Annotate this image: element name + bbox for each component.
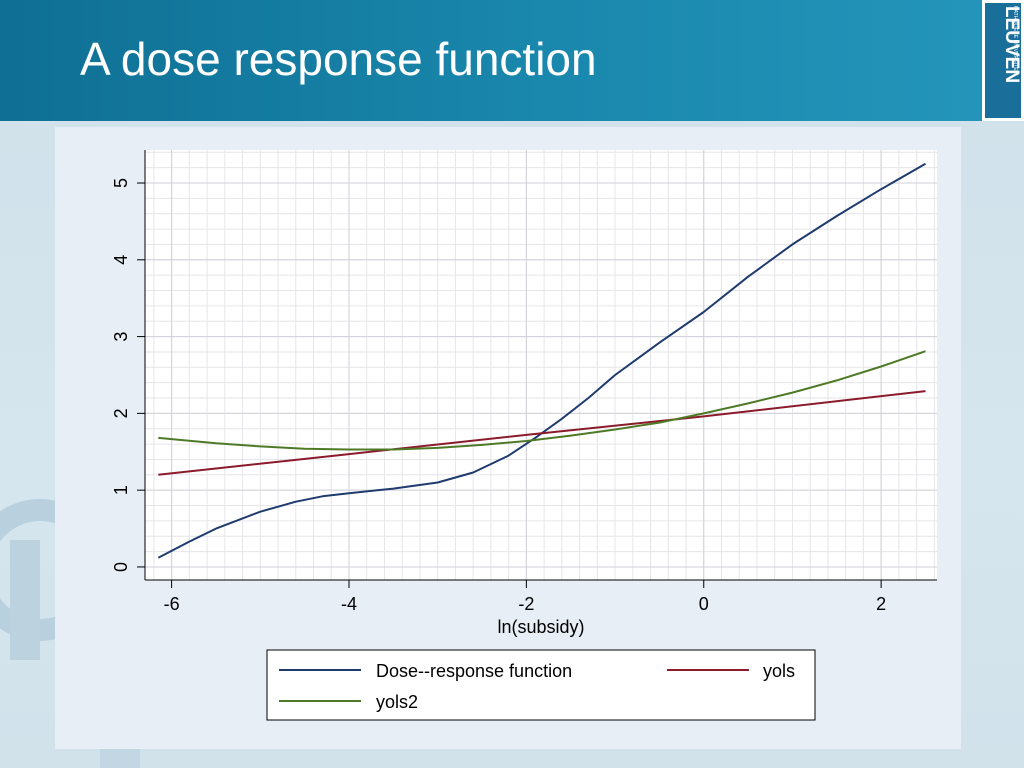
grid-lines xyxy=(145,150,937,580)
university-logo: LEUVEN KATHOLIEKE UNIVERSITEIT xyxy=(982,0,1024,121)
y-tick-label: 2 xyxy=(111,408,131,418)
series-lines xyxy=(157,162,926,559)
series-line-yols2 xyxy=(158,350,926,451)
x-tick-label: -4 xyxy=(341,594,357,614)
legend: Dose--response function yols yols2 xyxy=(266,649,816,721)
logo-text-main: LEUVEN xyxy=(1001,6,1022,83)
x-tick-label: -2 xyxy=(518,594,534,614)
legend-label-dose-response: Dose--response function xyxy=(376,661,572,681)
x-tick-label: 0 xyxy=(699,594,709,614)
slide-header: A dose response function LEUVEN KATHOLIE… xyxy=(0,0,1024,121)
legend-box xyxy=(266,649,816,721)
plot-area xyxy=(145,150,937,580)
y-tick-label: 1 xyxy=(111,485,131,495)
dose-response-chart: -6 -4 -2 0 2 0 1 2 3 4 5 ln(subsidy) Dose--respons… xyxy=(111,150,937,721)
x-axis-title: ln(subsidy) xyxy=(497,617,584,637)
y-tick-label: 3 xyxy=(111,332,131,342)
chart-panel: -6 -4 -2 0 2 0 1 2 3 4 5 ln(subsidy) Dose--respons… xyxy=(55,127,961,749)
logo-text-sub: KATHOLIEKE UNIVERSITEIT xyxy=(1012,6,1018,76)
legend-label-yols2: yols2 xyxy=(376,692,418,712)
y-tick-label: 4 xyxy=(111,255,131,265)
x-tick-label: 2 xyxy=(876,594,886,614)
x-tick-label: -6 xyxy=(164,594,180,614)
series-line-yols xyxy=(158,390,926,476)
series-line-dose-response xyxy=(157,162,926,559)
axes: -6 -4 -2 0 2 0 1 2 3 4 5 xyxy=(111,150,937,614)
y-tick-label: 5 xyxy=(111,178,131,188)
legend-label-yols: yols xyxy=(763,661,795,681)
y-tick-label: 0 xyxy=(111,562,131,572)
slide-title: A dose response function xyxy=(80,33,597,85)
